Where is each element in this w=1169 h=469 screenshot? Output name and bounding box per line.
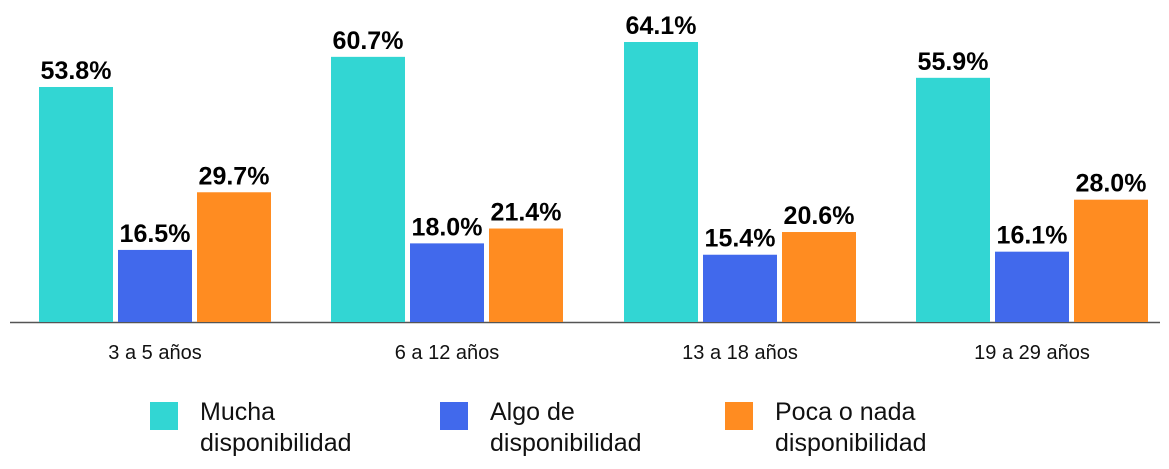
data-label-poca-1: 21.4% xyxy=(491,199,562,227)
bar-algo-0 xyxy=(118,249,192,322)
x-tick-label-1: 6 a 12 años xyxy=(395,342,500,364)
bar-algo-2 xyxy=(703,254,777,322)
legend-item-algo: Algo de disponibilidad xyxy=(440,397,642,459)
data-label-poca-0: 29.7% xyxy=(199,162,270,190)
bar-poca-2 xyxy=(782,232,856,322)
x-tick-label-2: 13 a 18 años xyxy=(682,342,798,364)
data-label-algo-3: 16.1% xyxy=(997,222,1068,250)
x-tick-label-0: 3 a 5 años xyxy=(108,342,201,364)
bar-mucha-2 xyxy=(624,42,698,322)
bar-poca-3 xyxy=(1074,199,1148,322)
bar-mucha-0 xyxy=(39,86,113,322)
data-label-mucha-1: 60.7% xyxy=(333,27,404,55)
legend-swatch-poca xyxy=(725,402,753,430)
data-label-mucha-3: 55.9% xyxy=(918,48,989,76)
data-label-algo-2: 15.4% xyxy=(705,225,776,253)
legend-label-algo: Algo de disponibilidad xyxy=(490,398,642,457)
legend-item-poca: Poca o nada disponibilidad xyxy=(725,397,927,459)
bar-algo-3 xyxy=(995,251,1069,322)
bar-algo-1 xyxy=(410,243,484,322)
legend-swatch-algo xyxy=(440,402,468,430)
legend-swatch-mucha xyxy=(150,402,178,430)
data-label-mucha-2: 64.1% xyxy=(626,12,697,40)
legend-item-mucha: Mucha disponibilidad xyxy=(150,397,352,459)
bar-mucha-1 xyxy=(331,56,405,322)
legend-label-mucha: Mucha disponibilidad xyxy=(200,398,352,457)
data-label-poca-3: 28.0% xyxy=(1076,170,1147,198)
legend-label-poca: Poca o nada disponibilidad xyxy=(775,398,927,457)
x-tick-label-3: 19 a 29 años xyxy=(974,342,1090,364)
bar-poca-0 xyxy=(197,192,271,322)
data-label-mucha-0: 53.8% xyxy=(41,57,112,85)
data-label-algo-0: 16.5% xyxy=(120,220,191,248)
data-label-poca-2: 20.6% xyxy=(784,202,855,230)
bar-mucha-3 xyxy=(916,77,990,322)
bar-poca-1 xyxy=(489,228,563,322)
data-label-algo-1: 18.0% xyxy=(412,213,483,241)
